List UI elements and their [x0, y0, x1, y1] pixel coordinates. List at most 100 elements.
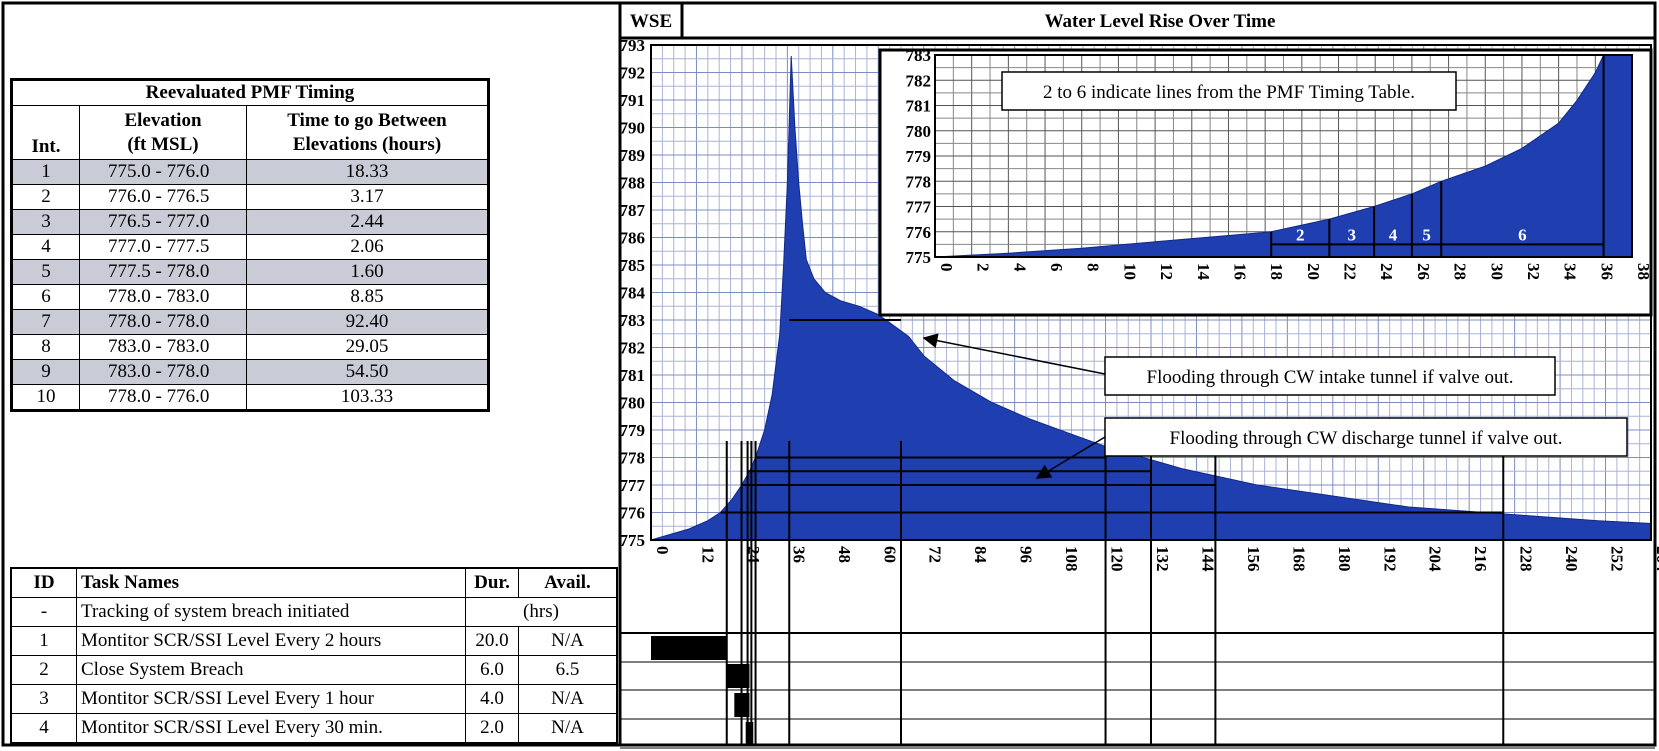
y-tick-label: 792 — [620, 64, 646, 83]
inset-y-tick-label: 780 — [906, 122, 932, 141]
inset-x-tick-label: 0 — [937, 263, 956, 272]
task-name-cell: Tracking of system breach initiated — [76, 597, 466, 627]
y-tick-label: 781 — [620, 366, 646, 385]
pmf-time-cell: 2.44 — [246, 209, 489, 235]
x-tick-label: 96 — [1017, 546, 1036, 563]
pmf-int-cell: 2 — [11, 184, 80, 210]
task-id-cell: 1 — [10, 626, 77, 656]
main-area-series — [650, 55, 1652, 541]
interval-label: 2 — [1296, 225, 1305, 244]
interval-label: 4 — [1389, 225, 1398, 244]
pmf-row: 7 778.0 - 778.0 92.40 — [11, 309, 489, 335]
pmf-elevation-cell: 783.0 - 783.0 — [79, 334, 247, 360]
task-avail-cell: 6.5 — [518, 655, 618, 685]
gantt-bars — [620, 636, 1655, 749]
x-tick-label: 84 — [971, 546, 990, 564]
x-tick-label: 72 — [926, 546, 945, 563]
task-units-cell: (hrs) — [465, 597, 618, 627]
task-name-cell: Montitor SCR/SSI Level Every 1 hour — [76, 684, 466, 714]
intake-callout: Flooding through CW intake tunnel if val… — [1147, 367, 1514, 388]
pmf-int-cell: 7 — [11, 309, 80, 335]
pmf-time-cell: 3.17 — [246, 184, 489, 210]
pmf-time-cell: 103.33 — [246, 384, 489, 411]
task-id-cell: 3 — [10, 684, 77, 714]
inset-y-tick-label: 777 — [906, 198, 932, 217]
y-tick-label: 790 — [620, 119, 646, 138]
x-tick-label: 156 — [1244, 546, 1263, 572]
y-tick-label: 783 — [620, 311, 646, 330]
y-tick-label: 789 — [620, 146, 646, 165]
inset-x-tick-label: 12 — [1157, 263, 1176, 280]
inset-y-tick-label: 776 — [906, 223, 932, 242]
y-tick-label: 786 — [620, 229, 646, 248]
y-tick-label: 793 — [620, 36, 646, 55]
pmf-elevation-cell: 775.0 - 776.0 — [79, 159, 247, 185]
x-tick-label: 108 — [1062, 546, 1081, 572]
inset-x-tick-label: 20 — [1304, 263, 1323, 280]
x-tick-label: 252 — [1608, 546, 1627, 572]
task-name-cell: Montitor SCR/SSI Level Every 30 min. — [76, 713, 466, 744]
x-tick-label: 12 — [698, 546, 717, 563]
inset-note-box — [1001, 71, 1457, 111]
inset-x-tick-label: 28 — [1451, 263, 1470, 280]
task-id-cell: 4 — [10, 713, 77, 744]
y-tick-label: 778 — [620, 449, 646, 468]
y-tick-label: 776 — [620, 504, 646, 523]
y-tick-label: 775 — [620, 531, 646, 550]
interval-label: 6 — [1518, 225, 1527, 244]
task-dur-cell: 6.0 — [465, 655, 519, 685]
task-row: 4 Montitor SCR/SSI Level Every 30 min. 2.0… — [10, 713, 618, 744]
pmf-timing-table: Reevaluated PMF Timing Int. Elevation (f… — [10, 78, 490, 412]
inset-x-tick-label: 6 — [1047, 263, 1066, 272]
inset-x-tick-label: 10 — [1120, 263, 1139, 280]
task-row: 2 Close System Breach 6.0 6.5 — [10, 655, 618, 685]
intake-arrow — [922, 333, 1106, 375]
x-tick-label: 180 — [1335, 546, 1354, 572]
x-tick-label: 204 — [1426, 546, 1445, 572]
x-tick-label: 144 — [1198, 546, 1217, 572]
inset-note: 2 to 6 indicate lines from the PMF Timin… — [1043, 82, 1415, 103]
y-tick-label: 788 — [620, 174, 646, 193]
task-avail-cell: N/A — [518, 713, 618, 744]
task-header-id: ID — [10, 567, 77, 598]
interval-label: 5 — [1422, 225, 1431, 244]
pmf-time-cell: 8.85 — [246, 284, 489, 310]
water-level-area — [650, 55, 1652, 541]
inset-x-tick-label: 36 — [1597, 263, 1616, 280]
callouts: Flooding through CW intake tunnel if val… — [922, 333, 1628, 479]
pmf-row: 5 777.5 - 778.0 1.60 — [11, 259, 489, 285]
x-tick-label: 132 — [1153, 546, 1172, 572]
x-tick-label: 216 — [1471, 546, 1490, 572]
inset-plot-border — [934, 54, 1633, 258]
pmf-elevation-cell: 778.0 - 778.0 — [79, 309, 247, 335]
inset-x-tick-label: 32 — [1524, 263, 1543, 280]
task-row: - Tracking of system breach initiated (hrs… — [10, 597, 618, 627]
x-tick-label: 24 — [744, 546, 763, 564]
x-tick-label: 192 — [1380, 546, 1399, 572]
pmf-row: 3 776.5 - 777.0 2.44 — [11, 209, 489, 235]
pmf-elevation-cell: 776.5 - 777.0 — [79, 209, 247, 235]
discharge-callout: Flooding through CW discharge tunnel if … — [1170, 428, 1563, 449]
inset-y-tick-label: 775 — [906, 248, 932, 267]
task-dur-cell: 20.0 — [465, 626, 519, 656]
pmf-int-cell: 6 — [11, 284, 80, 310]
gantt-bar — [726, 664, 750, 688]
interval-label: 3 — [1347, 225, 1356, 244]
inset-x-tick-label: 4 — [1010, 263, 1029, 272]
inset-x-tick-label: 34 — [1561, 263, 1580, 281]
discharge-arrow — [1035, 436, 1106, 479]
inset-x-tick-label: 38 — [1634, 263, 1653, 280]
pmf-elevation-cell: 777.0 - 777.5 — [79, 234, 247, 260]
task-name-cell: Montitor SCR/SSI Level Every 2 hours — [76, 626, 466, 656]
task-avail-cell: N/A — [518, 684, 618, 714]
x-tick-label: 228 — [1517, 546, 1536, 572]
pmf-elevation-cell: 778.0 - 776.0 — [79, 384, 247, 411]
task-header-dur: Dur. — [465, 567, 519, 598]
inset-x-tick-label: 16 — [1230, 263, 1249, 280]
y-tick-label: 784 — [620, 284, 646, 303]
x-tick-label: 36 — [789, 546, 808, 563]
inset-x-tick-label: 30 — [1487, 263, 1506, 280]
